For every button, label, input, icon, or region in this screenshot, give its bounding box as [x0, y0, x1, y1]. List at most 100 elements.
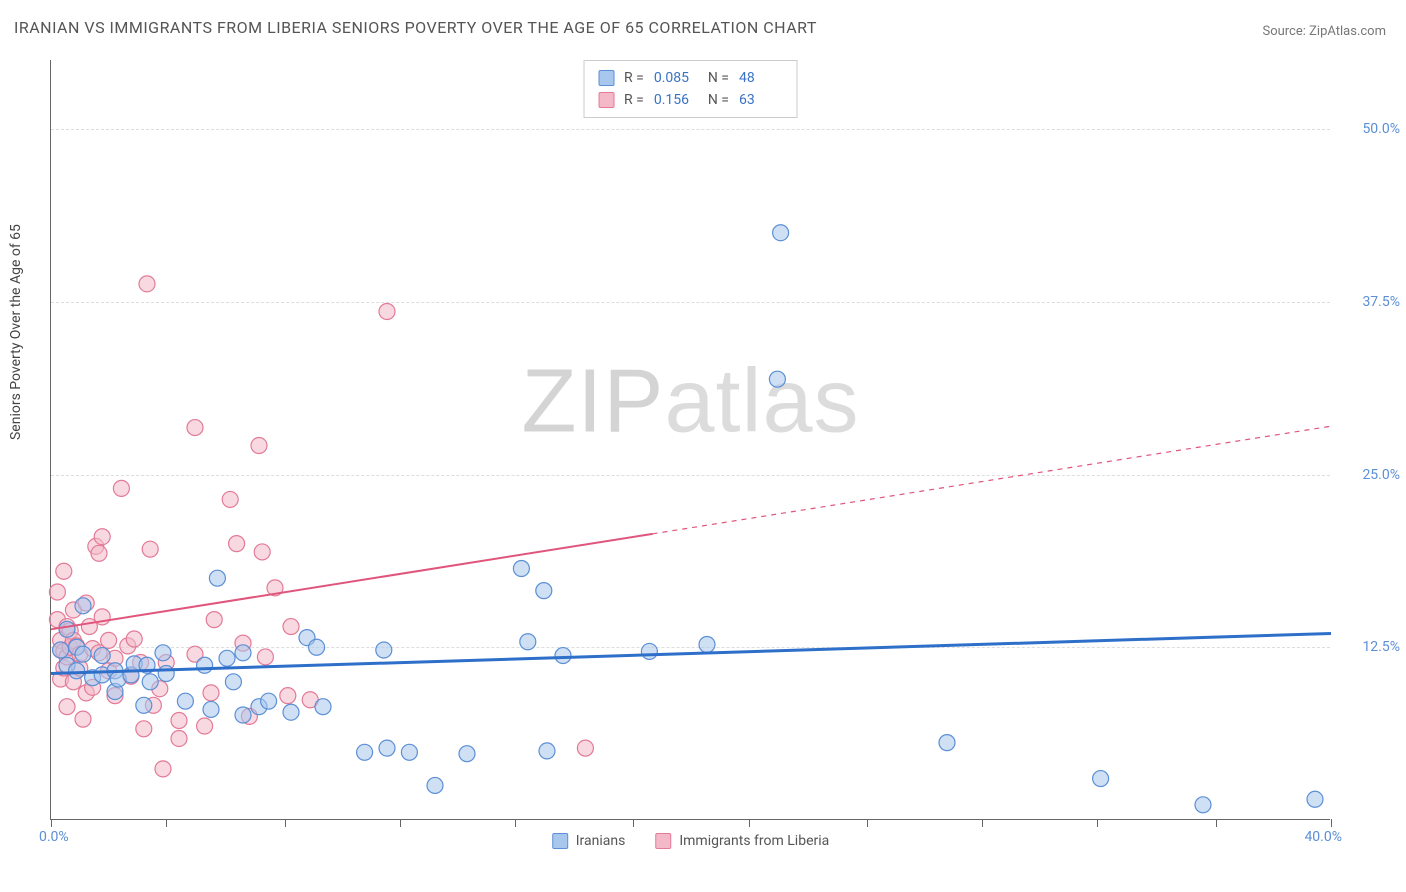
trend-line	[51, 534, 653, 629]
data-point	[187, 420, 203, 436]
source-attribution: Source: ZipAtlas.com	[1262, 24, 1386, 39]
data-point	[555, 648, 571, 664]
legend-item-iranians: Iranians	[552, 833, 626, 849]
bottom-legend: Iranians Immigrants from Liberia	[552, 833, 830, 849]
data-point	[171, 730, 187, 746]
data-point	[641, 643, 657, 659]
data-point	[59, 699, 75, 715]
data-point	[251, 438, 267, 454]
data-point	[222, 491, 238, 507]
data-point	[459, 746, 475, 762]
data-point	[315, 699, 331, 715]
y-tick-label: 50.0%	[1340, 121, 1400, 137]
y-tick-label: 12.5%	[1340, 639, 1400, 655]
data-point	[49, 584, 65, 600]
data-point	[206, 612, 222, 628]
data-point	[142, 674, 158, 690]
data-point	[699, 637, 715, 653]
data-point	[209, 570, 225, 586]
data-point	[520, 634, 536, 650]
data-point	[136, 721, 152, 737]
data-point	[283, 704, 299, 720]
data-point	[69, 663, 85, 679]
data-point	[257, 649, 273, 665]
legend-label-liberia: Immigrants from Liberia	[679, 833, 829, 849]
data-point	[75, 646, 91, 662]
stats-legend: R = 0.085 N = 48 R = 0.156 N = 63	[583, 60, 798, 118]
y-tick-label: 25.0%	[1340, 467, 1400, 483]
data-point	[142, 541, 158, 557]
data-point	[94, 529, 110, 545]
data-point	[513, 561, 529, 577]
data-point	[379, 740, 395, 756]
data-point	[203, 685, 219, 701]
y-tick-label: 37.5%	[1340, 294, 1400, 310]
data-point	[283, 619, 299, 635]
data-point	[113, 480, 129, 496]
data-point	[225, 674, 241, 690]
stats-r-label: R =	[624, 67, 644, 89]
legend-swatch-iranians	[552, 833, 568, 849]
legend-swatch-liberia	[655, 833, 671, 849]
data-point	[59, 621, 75, 637]
y-axis-label: Seniors Poverty Over the Age of 65	[8, 224, 24, 440]
chart-title: IRANIAN VS IMMIGRANTS FROM LIBERIA SENIO…	[14, 18, 817, 37]
data-point	[539, 743, 555, 759]
data-point	[773, 225, 789, 241]
trend-line-dashed	[653, 426, 1331, 534]
data-point	[197, 718, 213, 734]
data-point	[219, 650, 235, 666]
data-point	[379, 303, 395, 319]
stats-n-b: 63	[739, 89, 783, 111]
data-point	[203, 701, 219, 717]
data-point	[1307, 791, 1323, 807]
chart-container: IRANIAN VS IMMIGRANTS FROM LIBERIA SENIO…	[0, 0, 1406, 892]
data-point	[261, 693, 277, 709]
data-point	[357, 744, 373, 760]
data-point	[427, 777, 443, 793]
stats-n-label: N =	[708, 67, 729, 89]
data-point	[171, 713, 187, 729]
data-point	[229, 536, 245, 552]
scatter-svg	[51, 60, 1330, 819]
data-point	[155, 645, 171, 661]
stats-n-a: 48	[739, 67, 783, 89]
stats-r-b: 0.156	[654, 89, 698, 111]
data-point	[91, 545, 107, 561]
data-point	[309, 639, 325, 655]
data-point	[197, 657, 213, 673]
data-point	[401, 744, 417, 760]
stats-swatch-iranians	[598, 70, 614, 86]
data-point	[1093, 771, 1109, 787]
data-point	[158, 666, 174, 682]
data-point	[139, 276, 155, 292]
legend-label-iranians: Iranians	[576, 833, 626, 849]
data-point	[376, 642, 392, 658]
x-tick-max: 40.0%	[1304, 829, 1342, 845]
data-point	[254, 544, 270, 560]
data-point	[56, 563, 72, 579]
data-point	[126, 631, 142, 647]
data-point	[155, 761, 171, 777]
data-point	[75, 711, 91, 727]
data-point	[136, 697, 152, 713]
stats-r-a: 0.085	[654, 67, 698, 89]
data-point	[235, 645, 251, 661]
stats-r-label2: R =	[624, 89, 644, 111]
data-point	[94, 648, 110, 664]
data-point	[1195, 797, 1211, 813]
data-point	[235, 707, 251, 723]
stats-n-label2: N =	[708, 89, 729, 111]
data-point	[536, 583, 552, 599]
data-point	[939, 735, 955, 751]
stats-swatch-liberia	[598, 92, 614, 108]
data-point	[75, 598, 91, 614]
data-point	[280, 688, 296, 704]
data-point	[177, 693, 193, 709]
stats-row-liberia: R = 0.156 N = 63	[598, 89, 783, 111]
plot-area: ZIPatlas 12.5%25.0%37.5%50.0% 0.0% 40.0%…	[50, 60, 1330, 820]
stats-row-iranians: R = 0.085 N = 48	[598, 67, 783, 89]
data-point	[769, 371, 785, 387]
x-tick-min: 0.0%	[39, 829, 69, 845]
data-point	[53, 642, 69, 658]
